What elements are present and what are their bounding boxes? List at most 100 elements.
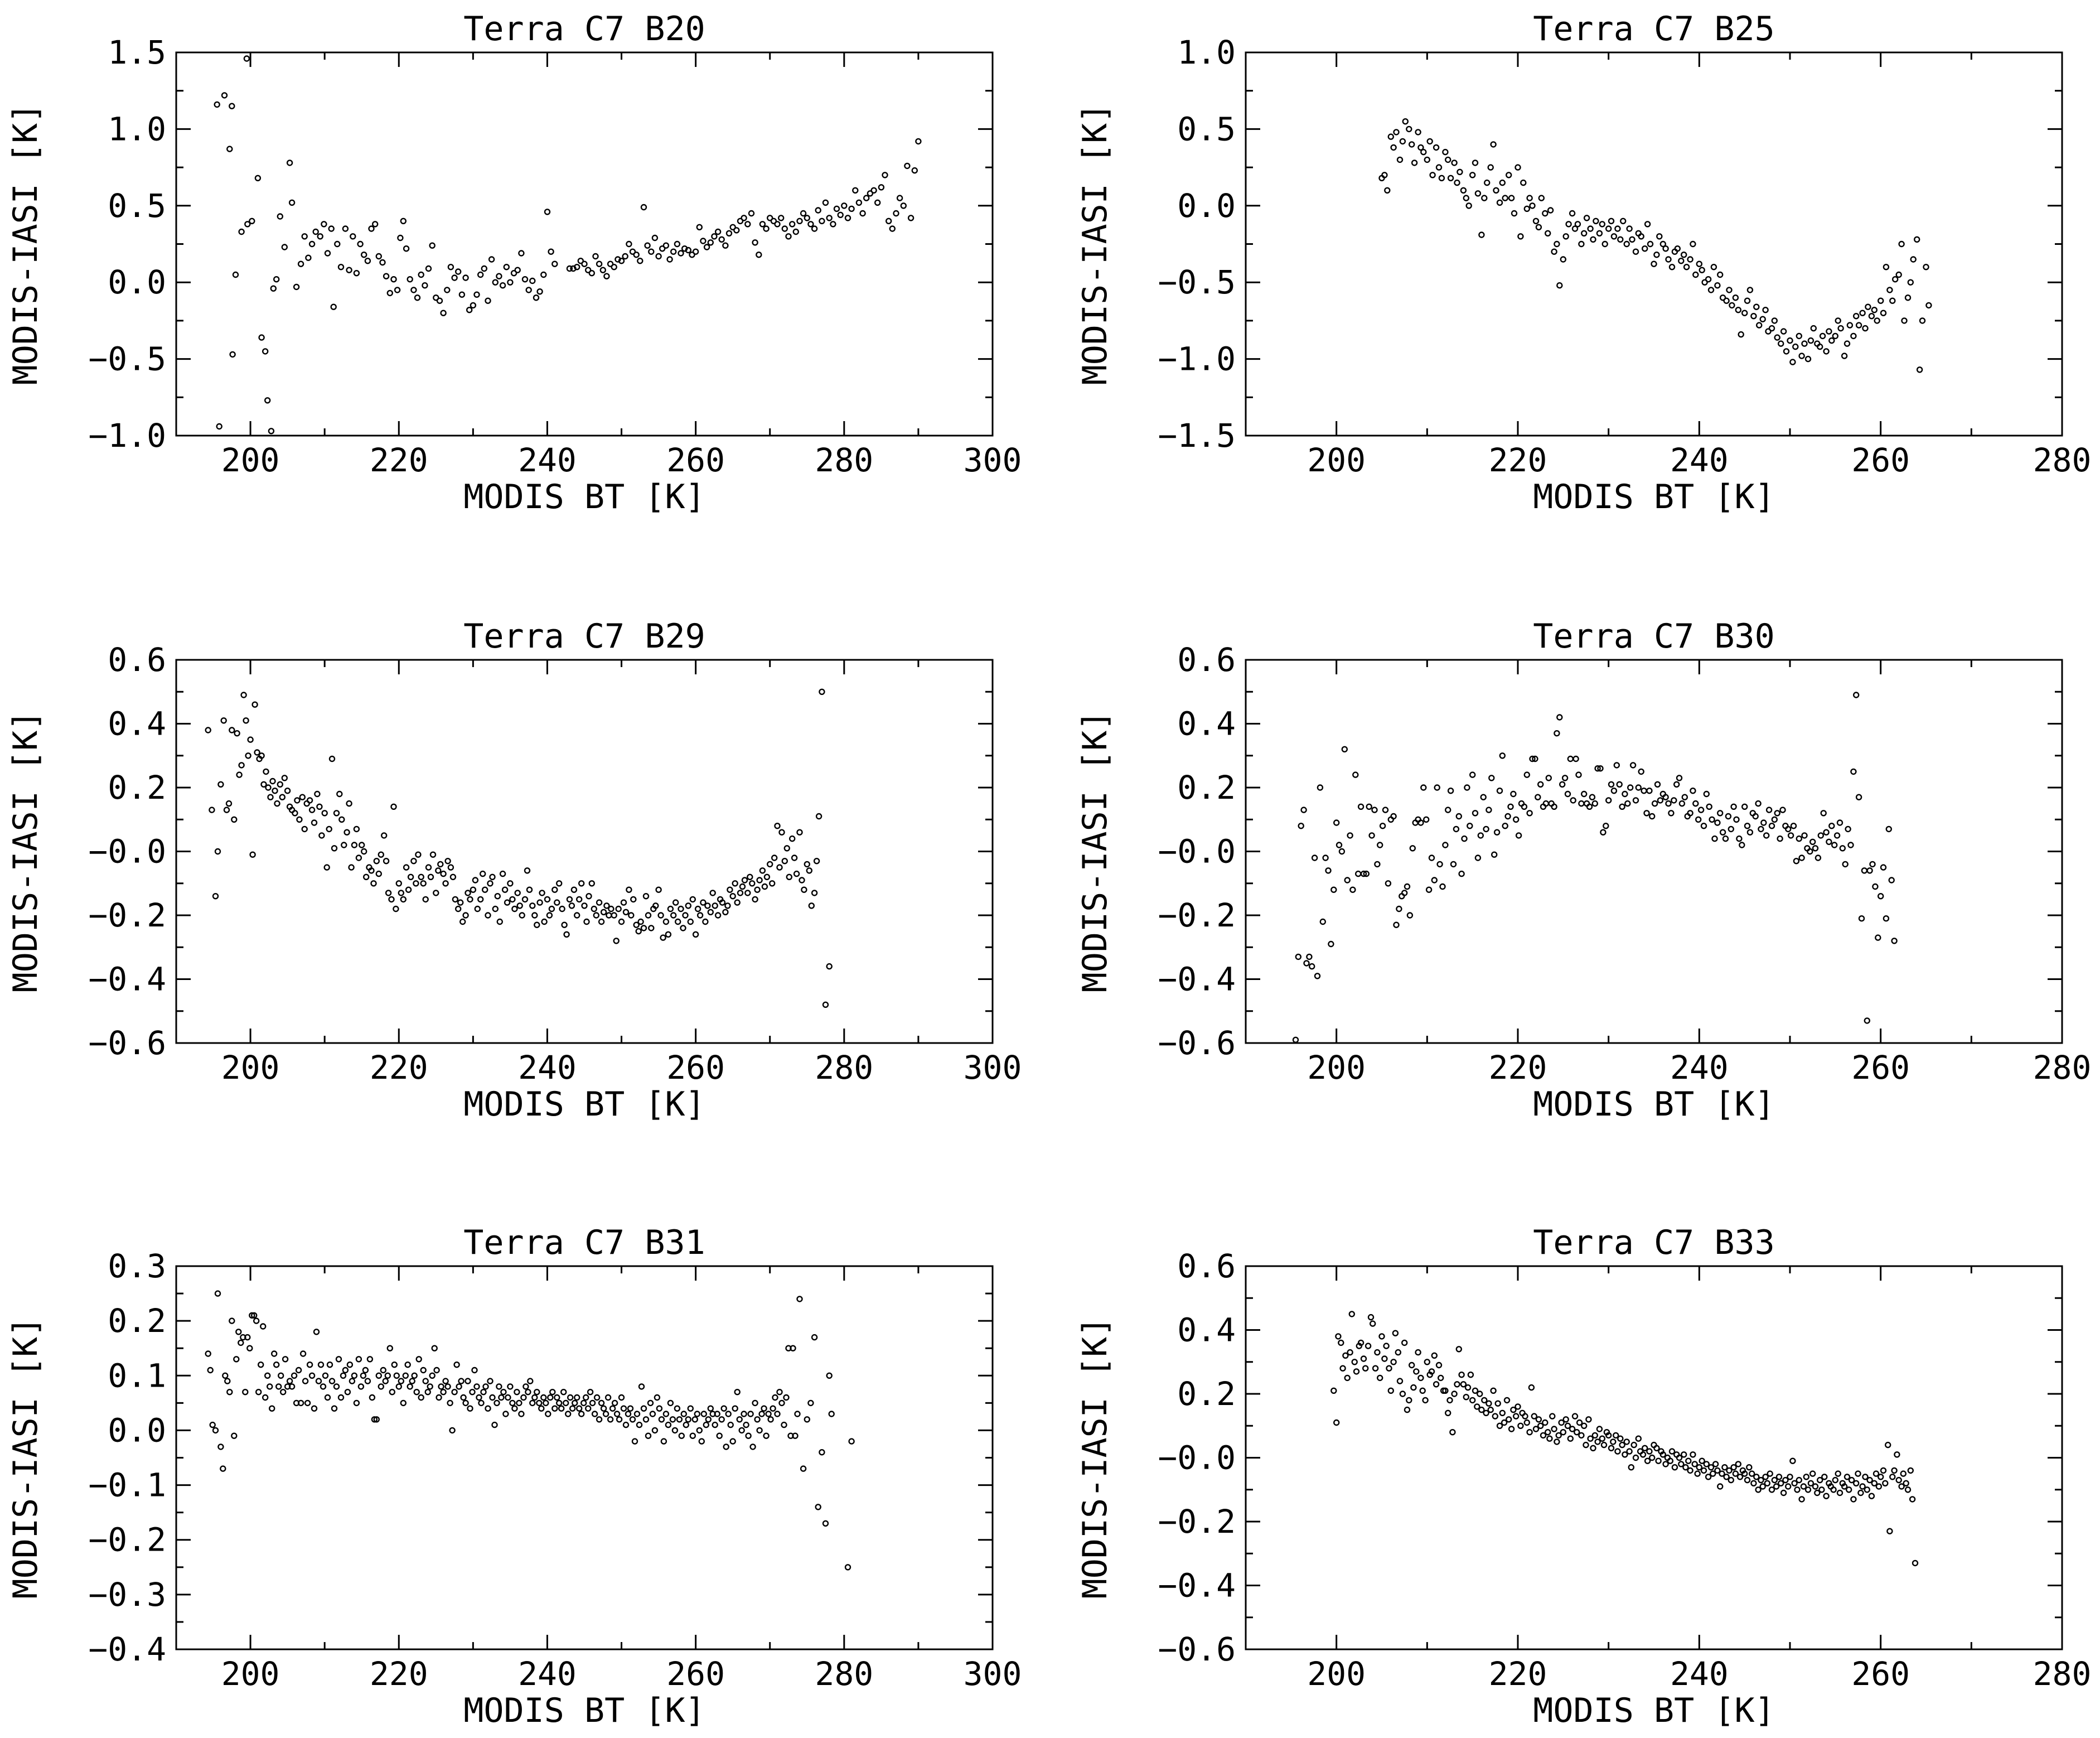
data-point bbox=[747, 1411, 754, 1417]
data-point bbox=[433, 295, 439, 301]
data-point bbox=[763, 873, 771, 881]
data-point bbox=[559, 905, 565, 913]
data-point bbox=[326, 825, 332, 833]
data-point bbox=[1728, 1476, 1735, 1484]
data-point bbox=[662, 918, 670, 925]
data-point bbox=[1385, 880, 1392, 887]
data-point bbox=[1386, 1365, 1392, 1372]
data-point bbox=[900, 202, 907, 209]
data-point bbox=[826, 215, 833, 221]
plot-frame bbox=[1245, 51, 2063, 437]
data-point bbox=[1807, 337, 1814, 344]
data-point bbox=[1404, 883, 1411, 890]
data-point bbox=[514, 1388, 520, 1396]
data-point bbox=[1424, 1359, 1431, 1365]
data-point bbox=[477, 271, 484, 278]
data-point bbox=[1719, 295, 1726, 301]
data-point bbox=[796, 218, 803, 224]
data-point bbox=[1376, 842, 1383, 848]
data-point bbox=[1823, 348, 1830, 355]
data-point bbox=[273, 276, 280, 283]
data-point bbox=[607, 1416, 614, 1423]
data-point bbox=[474, 905, 481, 913]
data-point bbox=[1755, 322, 1763, 329]
chart-title: Terra C7 B29 bbox=[463, 617, 705, 656]
data-point bbox=[1741, 1470, 1748, 1477]
data-point bbox=[586, 892, 592, 900]
data-point bbox=[727, 886, 733, 893]
data-point bbox=[205, 727, 211, 733]
data-point bbox=[1701, 279, 1708, 286]
data-point bbox=[1569, 210, 1576, 217]
data-point bbox=[275, 1383, 282, 1390]
data-point bbox=[1923, 264, 1929, 271]
data-point bbox=[302, 1378, 309, 1384]
data-point bbox=[600, 1405, 607, 1412]
data-point bbox=[306, 797, 313, 804]
data-point bbox=[511, 905, 518, 913]
data-point bbox=[1463, 195, 1470, 201]
data-point bbox=[766, 861, 773, 868]
data-point bbox=[1848, 1476, 1855, 1484]
data-point bbox=[807, 221, 814, 228]
y-axis-label: MODIS-IASI [K] bbox=[6, 1317, 45, 1599]
data-point bbox=[260, 781, 267, 788]
data-point bbox=[734, 1388, 741, 1396]
x-tick-label: 280 bbox=[815, 441, 873, 479]
data-point bbox=[264, 1372, 271, 1379]
data-point bbox=[567, 1394, 574, 1401]
data-point bbox=[1804, 355, 1812, 363]
data-point bbox=[492, 905, 499, 913]
data-point bbox=[581, 260, 588, 267]
data-point bbox=[337, 264, 345, 271]
data-point bbox=[254, 749, 260, 756]
data-point bbox=[752, 1399, 758, 1407]
data-point bbox=[485, 912, 491, 919]
data-point bbox=[1351, 1359, 1358, 1365]
data-point bbox=[1446, 1397, 1453, 1404]
y-tick-label: 0.2 bbox=[1177, 1375, 1236, 1413]
data-point bbox=[436, 297, 443, 304]
data-point bbox=[729, 1438, 736, 1445]
data-point bbox=[536, 288, 543, 295]
data-point bbox=[1436, 861, 1443, 868]
data-point bbox=[655, 253, 662, 260]
data-point bbox=[1383, 1343, 1390, 1349]
data-point bbox=[397, 234, 404, 242]
data-point bbox=[554, 1394, 560, 1401]
data-point bbox=[759, 867, 766, 874]
data-point bbox=[529, 902, 536, 909]
data-point bbox=[359, 842, 365, 848]
data-point bbox=[1674, 245, 1681, 252]
data-point bbox=[800, 1465, 807, 1472]
data-point bbox=[603, 273, 610, 279]
data-point bbox=[638, 1383, 645, 1390]
data-point bbox=[453, 1361, 460, 1368]
data-point bbox=[1798, 1496, 1805, 1503]
data-point bbox=[1632, 1454, 1639, 1461]
data-point bbox=[516, 1399, 522, 1407]
data-point bbox=[655, 886, 662, 893]
data-point bbox=[1831, 842, 1838, 848]
data-point bbox=[507, 1383, 514, 1390]
data-point bbox=[833, 205, 840, 212]
data-point bbox=[1502, 195, 1508, 201]
data-point bbox=[720, 1405, 727, 1412]
data-point bbox=[1487, 164, 1494, 171]
data-point bbox=[1442, 148, 1449, 156]
data-point bbox=[1635, 784, 1642, 791]
data-point bbox=[1683, 264, 1690, 271]
data-point bbox=[243, 717, 249, 724]
y-tick-label: −0.3 bbox=[88, 1576, 166, 1614]
data-point bbox=[1862, 325, 1869, 332]
data-point bbox=[371, 1416, 378, 1423]
data-point bbox=[685, 247, 692, 254]
data-point bbox=[1390, 813, 1397, 820]
data-point bbox=[444, 1383, 451, 1390]
data-point bbox=[915, 138, 922, 145]
data-point bbox=[1886, 287, 1893, 293]
data-point bbox=[262, 348, 269, 355]
data-point bbox=[1469, 172, 1476, 178]
data-point bbox=[1476, 1391, 1483, 1397]
data-point bbox=[1707, 287, 1715, 293]
